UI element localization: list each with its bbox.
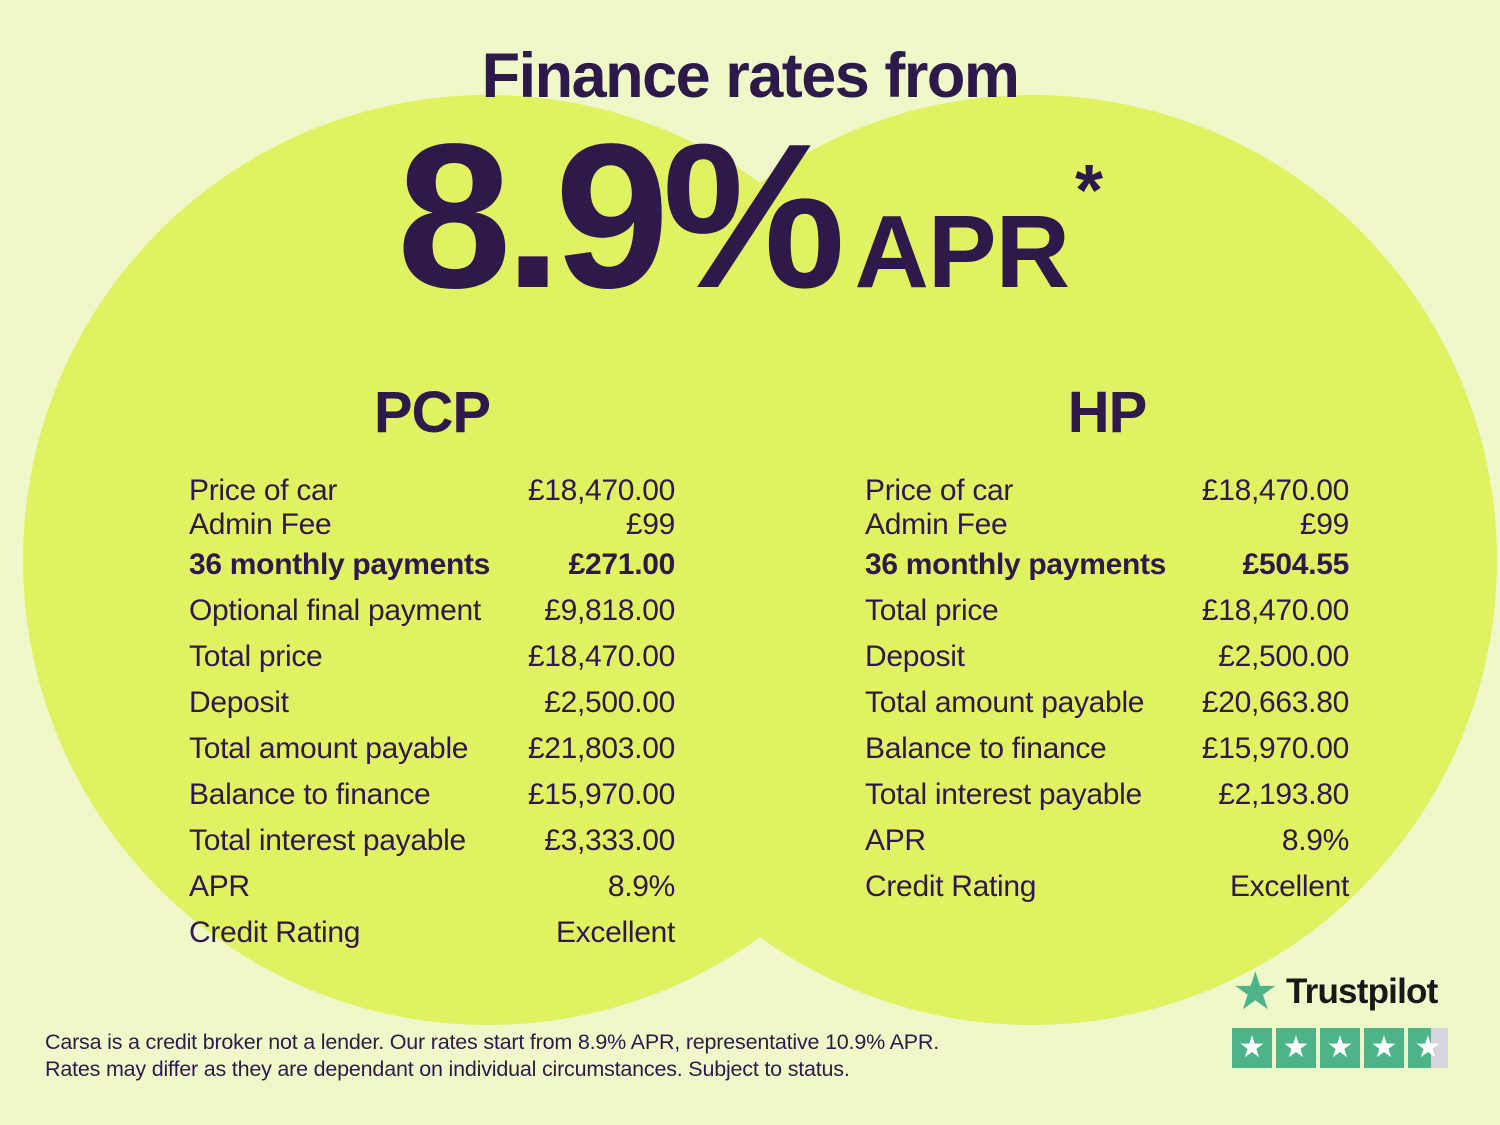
rating-star-box: ★	[1276, 1028, 1316, 1068]
table-row: Balance to finance £15,970.00	[865, 726, 1349, 772]
row-value: 8.9%	[607, 870, 675, 903]
row-value: £99	[1299, 508, 1349, 541]
rate-value: 8.9%	[396, 101, 846, 331]
row-value: 8.9%	[1281, 824, 1349, 857]
trustpilot-logo: ★ Trustpilot	[1232, 966, 1448, 1018]
hp-rows: Price of car £18,470.00 Admin Fee £99 36…	[865, 474, 1349, 910]
row-value: £2,500.00	[544, 686, 675, 719]
trustpilot-star-icon: ★	[1232, 963, 1279, 1021]
table-row: Total amount payable £20,663.80	[865, 680, 1349, 726]
pcp-finance-table: PCP Price of car £18,470.00 Admin Fee £9…	[189, 381, 675, 956]
row-label: APR	[189, 870, 250, 903]
star-icon: ★	[1414, 1031, 1442, 1064]
table-row: Optional final payment £9,818.00	[189, 588, 675, 634]
row-label: Total amount payable	[189, 732, 469, 765]
row-value: Excellent	[555, 916, 675, 949]
star-icon: ★	[1370, 1031, 1398, 1064]
pcp-rows: Price of car £18,470.00 Admin Fee £99 36…	[189, 474, 675, 956]
row-value: £504.55	[1242, 548, 1350, 581]
trustpilot-rating-stars: ★ ★ ★ ★ ★	[1232, 1028, 1448, 1068]
row-label: APR	[865, 824, 926, 857]
row-label: Price of car	[865, 474, 1014, 507]
row-value: £3,333.00	[544, 824, 675, 857]
row-value: £15,970.00	[527, 778, 675, 811]
table-row: 36 monthly payments £271.00	[189, 542, 675, 588]
legal-disclaimer: Carsa is a credit broker not a lender. O…	[45, 1029, 939, 1083]
rating-star-box: ★	[1232, 1028, 1272, 1068]
table-row: Balance to finance £15,970.00	[189, 772, 675, 818]
row-label: Total price	[189, 640, 323, 673]
table-row: Admin Fee £99	[865, 508, 1349, 542]
row-label: Admin Fee	[865, 508, 1008, 541]
table-row: Credit Rating Excellent	[189, 910, 675, 956]
row-value: £15,970.00	[1201, 732, 1349, 765]
row-label: Deposit	[189, 686, 289, 719]
table-row: 36 monthly payments £504.55	[865, 542, 1349, 588]
disclaimer-line-1: Carsa is a credit broker not a lender. O…	[45, 1030, 939, 1054]
row-value: Excellent	[1229, 870, 1349, 903]
row-label: Total amount payable	[865, 686, 1145, 719]
row-label: Credit Rating	[189, 916, 361, 949]
row-value: £21,803.00	[527, 732, 675, 765]
row-label: Balance to finance	[865, 732, 1107, 765]
row-label: Credit Rating	[865, 870, 1037, 903]
table-row: Total interest payable £3,333.00	[189, 818, 675, 864]
table-row: Total interest payable £2,193.80	[865, 772, 1349, 818]
row-value: £18,470.00	[1201, 474, 1349, 507]
page-title: Finance rates from	[481, 41, 1020, 111]
row-value: £2,500.00	[1218, 640, 1349, 673]
rating-star-box: ★	[1320, 1028, 1360, 1068]
row-value: £99	[625, 508, 675, 541]
table-row: Price of car £18,470.00	[189, 474, 675, 508]
table-row: Total price £18,470.00	[865, 588, 1349, 634]
row-label: Deposit	[865, 640, 965, 673]
rating-star-box: ★	[1364, 1028, 1404, 1068]
row-value: £20,663.80	[1201, 686, 1349, 719]
star-icon: ★	[1282, 1031, 1310, 1064]
row-label: 36 monthly payments	[189, 548, 491, 581]
row-label: Price of car	[189, 474, 338, 507]
table-row: Deposit £2,500.00	[865, 634, 1349, 680]
row-label: Admin Fee	[189, 508, 332, 541]
trustpilot-brand-text: Trustpilot	[1286, 972, 1438, 1011]
row-label: Total interest payable	[189, 824, 466, 857]
background-circle-right	[567, 95, 1497, 1025]
hp-heading: HP	[1067, 380, 1148, 445]
pcp-heading: PCP	[373, 380, 491, 445]
row-value: £9,818.00	[544, 594, 675, 627]
row-value: £18,470.00	[527, 640, 675, 673]
rate-unit-label: APR	[854, 194, 1070, 309]
row-label: 36 monthly payments	[865, 548, 1167, 581]
asterisk-footnote-marker: *	[1074, 151, 1104, 231]
trustpilot-widget: ★ Trustpilot ★ ★ ★ ★ ★	[1232, 966, 1448, 1068]
table-row: Total amount payable £21,803.00	[189, 726, 675, 772]
table-row: Price of car £18,470.00	[865, 474, 1349, 508]
table-row: APR 8.9%	[865, 818, 1349, 864]
row-value: £18,470.00	[1201, 594, 1349, 627]
row-label: Optional final payment	[189, 594, 481, 627]
star-icon: ★	[1326, 1031, 1354, 1064]
row-value: £2,193.80	[1218, 778, 1349, 811]
disclaimer-line-2: Rates may differ as they are dependant o…	[45, 1057, 850, 1081]
table-row: Deposit £2,500.00	[189, 680, 675, 726]
table-row: Credit Rating Excellent	[865, 864, 1349, 910]
hp-finance-table: HP Price of car £18,470.00 Admin Fee £99…	[865, 381, 1349, 910]
row-value: £271.00	[568, 548, 676, 581]
rating-star-box-half: ★	[1408, 1028, 1448, 1068]
row-label: Total price	[865, 594, 999, 627]
table-row: APR 8.9%	[189, 864, 675, 910]
star-icon: ★	[1238, 1031, 1266, 1064]
table-row: Admin Fee £99	[189, 508, 675, 542]
row-value: £18,470.00	[527, 474, 675, 507]
table-row: Total price £18,470.00	[189, 634, 675, 680]
row-label: Balance to finance	[189, 778, 431, 811]
headline-rate: 8.9% APR *	[0, 101, 1500, 331]
row-label: Total interest payable	[865, 778, 1142, 811]
